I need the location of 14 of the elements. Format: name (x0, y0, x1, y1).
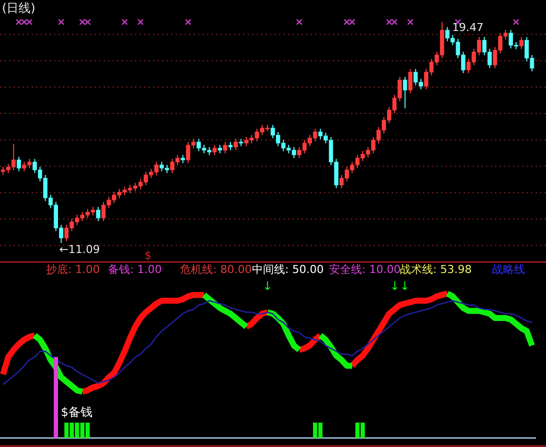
annotation: ←11.09 (59, 243, 100, 256)
text: 战略线 (492, 263, 525, 276)
text: $ (144, 249, 152, 262)
text: 备钱: 1.00 (108, 263, 162, 276)
annotation: $备钱 (60, 405, 93, 419)
text: ↓ (262, 279, 273, 293)
text: 安全线: 10.00 (329, 263, 401, 276)
text: 中间线: 50.00 (252, 263, 324, 276)
text: 危机线: 80.00 (180, 263, 252, 276)
text: 战术线: 53.98 (400, 263, 472, 276)
text: 抄底: 1.00 (46, 263, 100, 276)
chart-title: (日线) (2, 1, 36, 15)
annotation: 19.47 (452, 21, 484, 34)
text: ↓↓ (390, 279, 410, 293)
